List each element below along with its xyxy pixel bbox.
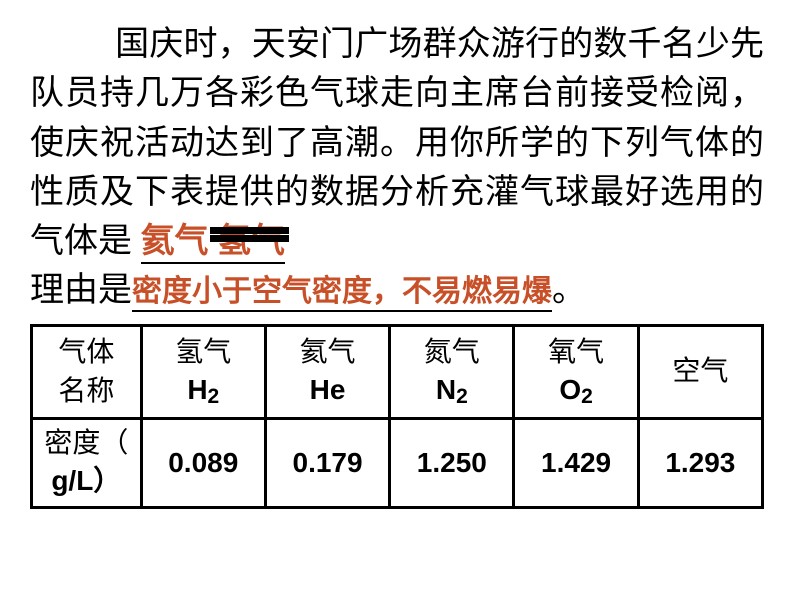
- row-header-name: 气体 名称: [32, 325, 142, 418]
- gas-cell-h2: 氢气 H2: [141, 325, 265, 418]
- gas-sub: 2: [456, 385, 468, 408]
- gas-name: 氮气: [424, 337, 480, 368]
- density-o2: 1.429: [514, 419, 638, 508]
- density-he: 0.179: [265, 419, 389, 508]
- gas-name: 氧气: [548, 337, 604, 368]
- row-header-density: 密度（ g/L）: [32, 419, 142, 508]
- density-label-line2: g/L）: [51, 465, 121, 496]
- gas-name: 氢气: [175, 337, 231, 368]
- gas-density-table: 气体 名称 氢气 H2 氦气 He 氮气 N2 氧气 O2 空气 密度（ g/L…: [30, 324, 764, 509]
- gas-sub: 2: [208, 385, 220, 408]
- gas-cell-he: 氦气 He: [265, 325, 389, 418]
- gas-name: 氦气: [300, 337, 356, 368]
- answer-reason: 密度小于空气密度，不易燃易爆: [132, 275, 552, 312]
- table-row: 密度（ g/L） 0.089 0.179 1.250 1.429 1.293: [32, 419, 763, 508]
- question-text-part2: 理由是: [30, 272, 132, 309]
- header-line1: 气体: [58, 337, 114, 368]
- gas-formula: H: [187, 374, 207, 405]
- gas-formula: He: [310, 374, 346, 405]
- strike-marks: [210, 227, 289, 243]
- answer-gas: 氦气 氢气: [141, 223, 286, 264]
- gas-cell-n2: 氮气 N2: [390, 325, 514, 418]
- gas-formula: O: [559, 374, 581, 405]
- period: 。: [552, 272, 586, 309]
- table-row: 气体 名称 氢气 H2 氦气 He 氮气 N2 氧气 O2 空气: [32, 325, 763, 418]
- gas-formula: N: [436, 374, 456, 405]
- gas-sub: 2: [581, 385, 593, 408]
- density-h2: 0.089: [141, 419, 265, 508]
- gas-cell-air: 空气: [638, 325, 762, 418]
- density-n2: 1.250: [390, 419, 514, 508]
- density-air: 1.293: [638, 419, 762, 508]
- density-label-line1: 密度（: [44, 428, 128, 459]
- question-paragraph: 国庆时，天安门广场群众游行的数千名少先队员持几万各彩色气球走向主席台前接受检阅，…: [30, 20, 764, 316]
- gas-name: 空气: [672, 356, 728, 387]
- gas-cell-o2: 氧气 O2: [514, 325, 638, 418]
- answer-gas-visible: 氦气: [141, 223, 209, 260]
- header-line2: 名称: [58, 376, 114, 407]
